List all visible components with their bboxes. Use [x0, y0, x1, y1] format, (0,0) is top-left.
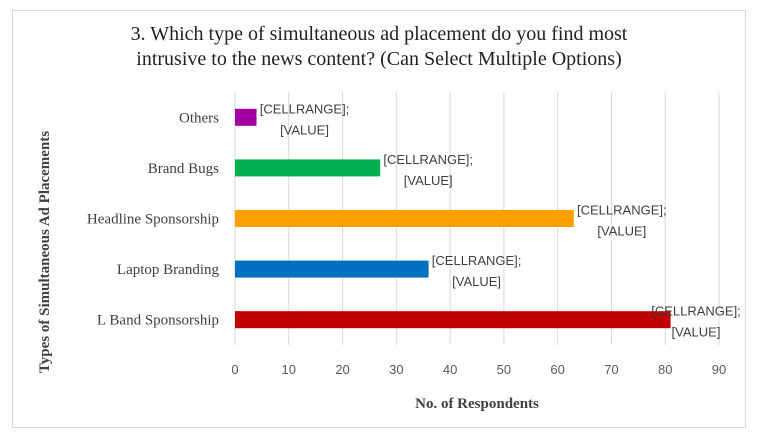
x-tick-label: 80	[658, 362, 672, 377]
bar	[235, 159, 381, 177]
y-axis-title: Types of Simultaneous Ad Placements	[37, 131, 53, 373]
labels: 0 10 20 30 40 50 60 70 80 90 L Band Sponsorship [CE…	[87, 101, 741, 377]
x-tick-label: 50	[497, 362, 511, 377]
x-tick-label: 20	[335, 362, 349, 377]
chart-title: 3. Which type of simultaneous ad placeme…	[0, 22, 758, 72]
data-label: [VALUE]	[280, 122, 329, 137]
chart-title-line-1: 3. Which type of simultaneous ad placeme…	[130, 23, 628, 45]
bar	[235, 108, 257, 126]
x-tick-label: 0	[231, 362, 238, 377]
category-label: Headline Sponsorship	[87, 212, 219, 228]
data-label: [CELLRANGE];	[260, 101, 350, 116]
data-label: [CELLRANGE];	[383, 152, 473, 167]
category-label: Others	[179, 110, 219, 126]
category-label: Laptop Branding	[117, 262, 220, 278]
data-label: [VALUE]	[597, 224, 646, 239]
x-axis-title: No. of Respondents	[415, 396, 539, 412]
bars	[235, 108, 671, 329]
bar	[235, 311, 671, 329]
category-label: Brand Bugs	[148, 161, 219, 177]
x-tick-label: 40	[443, 362, 457, 377]
x-tick-label: 30	[389, 362, 403, 377]
data-label: [VALUE]	[672, 325, 721, 340]
category-label: L Band Sponsorship	[97, 313, 219, 329]
x-tick-label: 10	[282, 362, 296, 377]
data-label: [CELLRANGE];	[577, 203, 667, 218]
x-tick-label: 70	[604, 362, 618, 377]
chart-title-line-2: intrusive to the news content? (Can Sele…	[136, 48, 622, 70]
x-tick-label: 90	[712, 362, 726, 377]
bar	[235, 260, 429, 278]
data-label: [VALUE]	[404, 173, 453, 188]
x-tick-label: 60	[550, 362, 564, 377]
data-label: [CELLRANGE];	[432, 253, 522, 268]
data-label: [CELLRANGE];	[651, 304, 741, 319]
data-label: [VALUE]	[452, 274, 501, 289]
bar	[235, 210, 574, 227]
